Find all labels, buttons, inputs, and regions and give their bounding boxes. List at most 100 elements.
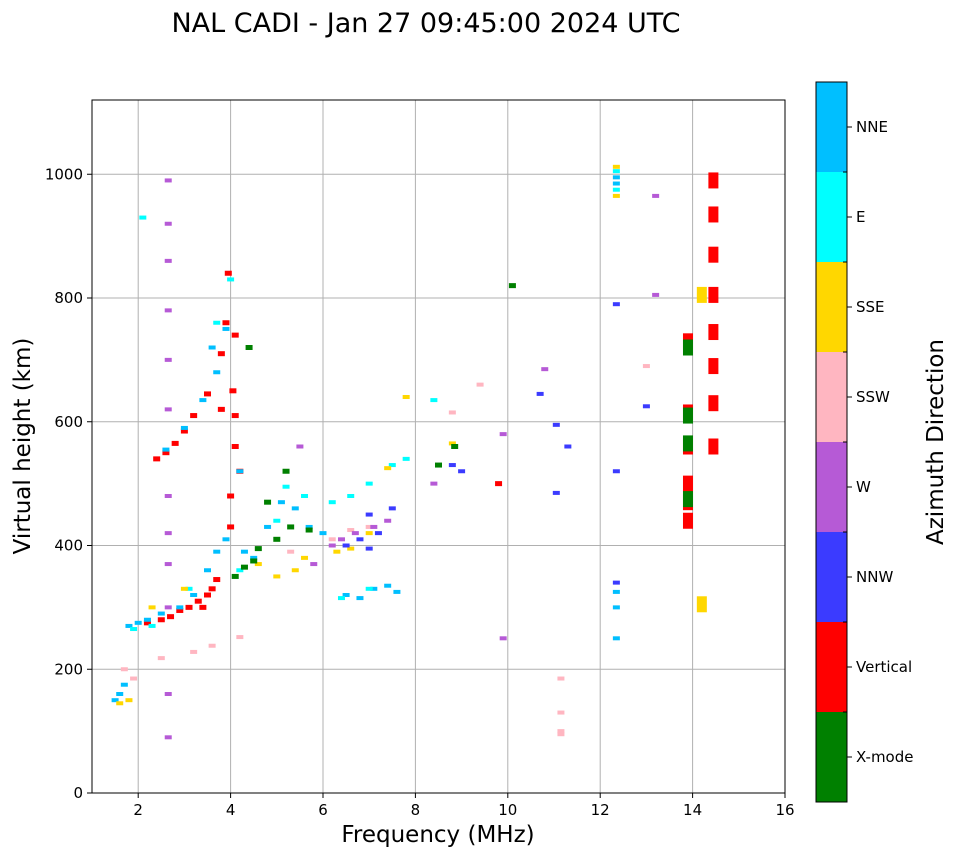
x-tick-label: 2 [133, 801, 143, 819]
colorbar-tick-label: NNW [856, 568, 893, 586]
colorbar: X-mode Vertical NNW W SSW SSE E NNE [815, 81, 913, 803]
plot-frame [91, 99, 786, 794]
data-point-nne [612, 589, 620, 594]
data-point-vertical [217, 406, 225, 412]
data-point-w [337, 537, 345, 542]
data-point-x-mode [273, 536, 281, 542]
data-point-w [310, 562, 318, 567]
data-point-ssw [130, 676, 138, 681]
data-point-x-mode [508, 283, 516, 289]
data-point-ssw [208, 643, 216, 648]
data-point-nne [125, 623, 133, 628]
data-point-e [213, 320, 221, 325]
colorbar-segment [816, 712, 847, 802]
data-point-nnw [342, 543, 350, 548]
data-point-e [365, 586, 373, 591]
data-point-vertical [176, 607, 184, 613]
data-point-nne [305, 524, 313, 529]
data-point-sse [384, 466, 392, 471]
data-point-e [236, 568, 244, 573]
data-point-w [164, 531, 172, 536]
data-point-sse [148, 605, 156, 610]
data-point-nne [111, 698, 119, 703]
data-point-nne [612, 605, 620, 610]
data-point-nne [199, 398, 207, 403]
data-point-nnw [564, 444, 572, 449]
x-tick-label: 12 [591, 801, 610, 819]
x-tick-label: 8 [411, 801, 421, 819]
data-point-x-mode [451, 444, 459, 449]
data-point-nnw [365, 546, 373, 551]
data-point-x-mode [287, 524, 295, 530]
x-tick-label: 6 [318, 801, 328, 819]
data-point-nne [190, 593, 198, 597]
colorbar-segment [816, 622, 847, 712]
data-point-vertical [194, 598, 202, 604]
data-point-e [388, 463, 396, 468]
data-point-vertical [143, 620, 151, 626]
data-point-nne [319, 531, 327, 536]
data-point-e [273, 518, 281, 523]
colorbar-tick-label: X-mode [856, 748, 913, 766]
data-point-e [139, 215, 147, 220]
data-point-nne [240, 549, 248, 554]
data-point-nne [370, 586, 378, 591]
data-point-vertical [708, 324, 719, 341]
data-point-vertical [171, 440, 179, 446]
data-point-vertical [204, 391, 211, 397]
colorbar-tick-label: SSW [856, 388, 890, 406]
data-point-nne [264, 524, 272, 529]
data-point-ssw [157, 656, 165, 661]
data-point-w [499, 432, 507, 437]
data-point-ssw [448, 410, 456, 415]
data-point-sse [291, 568, 299, 573]
data-point-e [185, 586, 193, 591]
data-point-nne [612, 175, 620, 180]
colorbar-tick-label: W [856, 478, 871, 496]
data-point-nne [162, 447, 170, 452]
data-point-nne [222, 537, 230, 542]
data-point-e [337, 596, 345, 601]
data-point-e [227, 277, 235, 282]
data-point-vertical [162, 450, 170, 456]
data-point-vertical [708, 206, 719, 223]
data-point-w [164, 605, 172, 610]
chart-title: NAL CADI - Jan 27 09:45:00 2024 UTC [171, 8, 680, 39]
data-point-vertical [231, 444, 239, 449]
data-point-vertical [682, 475, 693, 492]
y-tick-label: 800 [54, 289, 83, 307]
data-point-nnw [536, 391, 544, 396]
data-point-ssw [287, 549, 295, 554]
data-point-nnw [612, 580, 620, 585]
data-point-sse [273, 574, 281, 579]
data-point-w [499, 636, 507, 641]
colorbar-segment [816, 442, 847, 532]
data-point-nnw [448, 463, 456, 468]
data-point-vertical [227, 493, 235, 499]
data-point-w [351, 531, 359, 536]
data-point-ssw [190, 649, 198, 654]
data-point-e [365, 481, 373, 486]
colorbar-tick-label: Vertical [856, 658, 912, 676]
y-tick-label: 1000 [45, 165, 83, 183]
plot-background [92, 100, 785, 793]
data-point-vertical [217, 351, 225, 357]
data-point-w [164, 357, 172, 362]
data-point-nne [393, 589, 401, 594]
colorbar-segment [816, 172, 847, 262]
data-point-sse [402, 395, 410, 399]
data-point-w [296, 444, 304, 449]
data-point-nne [342, 593, 350, 597]
data-point-vertical [708, 395, 719, 412]
data-point-vertical [708, 246, 719, 263]
data-point-ssw [557, 676, 565, 681]
data-point-vertical [227, 524, 235, 530]
data-point-x-mode [240, 564, 248, 570]
data-point-nne [236, 469, 244, 474]
data-point-vertical [224, 270, 232, 276]
data-point-e [130, 627, 138, 632]
data-point-sse [696, 286, 707, 303]
data-point-nne [176, 605, 184, 610]
data-point-w [430, 481, 438, 486]
data-point-nne [384, 583, 392, 588]
